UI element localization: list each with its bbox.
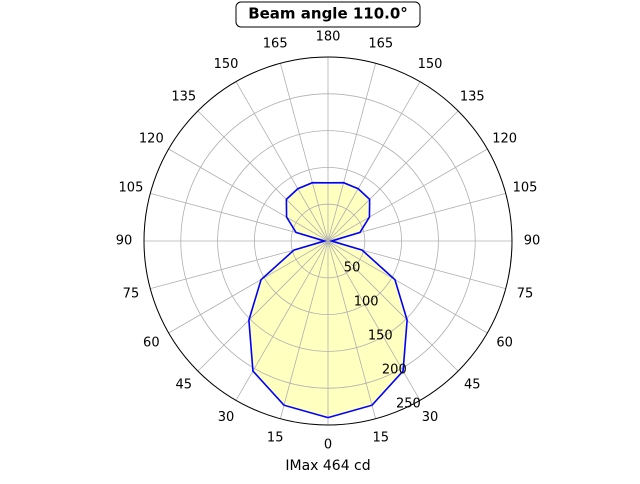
chart-title: Beam angle 110.0° <box>248 5 408 23</box>
r-tick-label: 150 <box>368 328 393 343</box>
theta-tick-label: 30 <box>218 410 235 425</box>
grid-spoke <box>197 240 329 372</box>
grid-spoke <box>327 110 459 242</box>
theta-tick-label: 165 <box>368 36 393 51</box>
theta-tick-label: 150 <box>418 57 443 72</box>
theta-tick-label: 105 <box>513 181 538 196</box>
polar-frame <box>143 56 513 426</box>
grid-spoke <box>327 240 421 401</box>
grid-spoke <box>168 148 329 242</box>
r-tick-label: 50 <box>344 260 361 275</box>
theta-tick-label: 45 <box>464 378 481 393</box>
grid-spoke <box>327 148 488 242</box>
theta-tick-label: 60 <box>143 336 160 351</box>
theta-tick-label: 15 <box>267 431 284 446</box>
theta-tick-label: 60 <box>496 336 513 351</box>
grid-spoke <box>327 240 377 419</box>
theta-tick-label: 75 <box>517 286 534 301</box>
grid-spoke <box>327 63 377 242</box>
theta-tick-label: 75 <box>123 286 140 301</box>
theta-tick-label: 150 <box>214 57 239 72</box>
theta-tick-label: 30 <box>422 410 439 425</box>
grid-spoke <box>168 240 329 334</box>
title-box <box>235 1 421 28</box>
grid-spoke <box>235 240 329 401</box>
theta-tick-label: 45 <box>175 378 192 393</box>
theta-tick-label: 165 <box>263 36 288 51</box>
grid-spoke <box>327 81 421 242</box>
theta-tick-label: 180 <box>316 30 341 45</box>
grid-spoke <box>279 63 329 242</box>
theta-tick-label: 135 <box>460 89 485 104</box>
x-axis-label: IMax 464 cd <box>285 458 370 474</box>
theta-tick-label: 105 <box>119 181 144 196</box>
r-tick-label: 200 <box>382 362 407 377</box>
grid-spoke <box>197 110 329 242</box>
theta-tick-label: 15 <box>373 431 390 446</box>
theta-tick-label: 90 <box>524 234 541 249</box>
r-tick-label: 100 <box>354 294 379 309</box>
grid-spoke <box>279 240 329 419</box>
grid-spoke <box>235 81 329 242</box>
theta-tick-label: 135 <box>171 89 196 104</box>
theta-tick-label: 90 <box>116 234 133 249</box>
grid-spoke <box>327 240 459 372</box>
r-tick-label: 250 <box>396 396 421 411</box>
intensity-line <box>248 181 408 419</box>
theta-tick-label: 120 <box>139 132 164 147</box>
theta-tick-label: 0 <box>324 438 332 453</box>
theta-tick-label: 120 <box>492 132 517 147</box>
grid-spoke <box>327 240 488 334</box>
